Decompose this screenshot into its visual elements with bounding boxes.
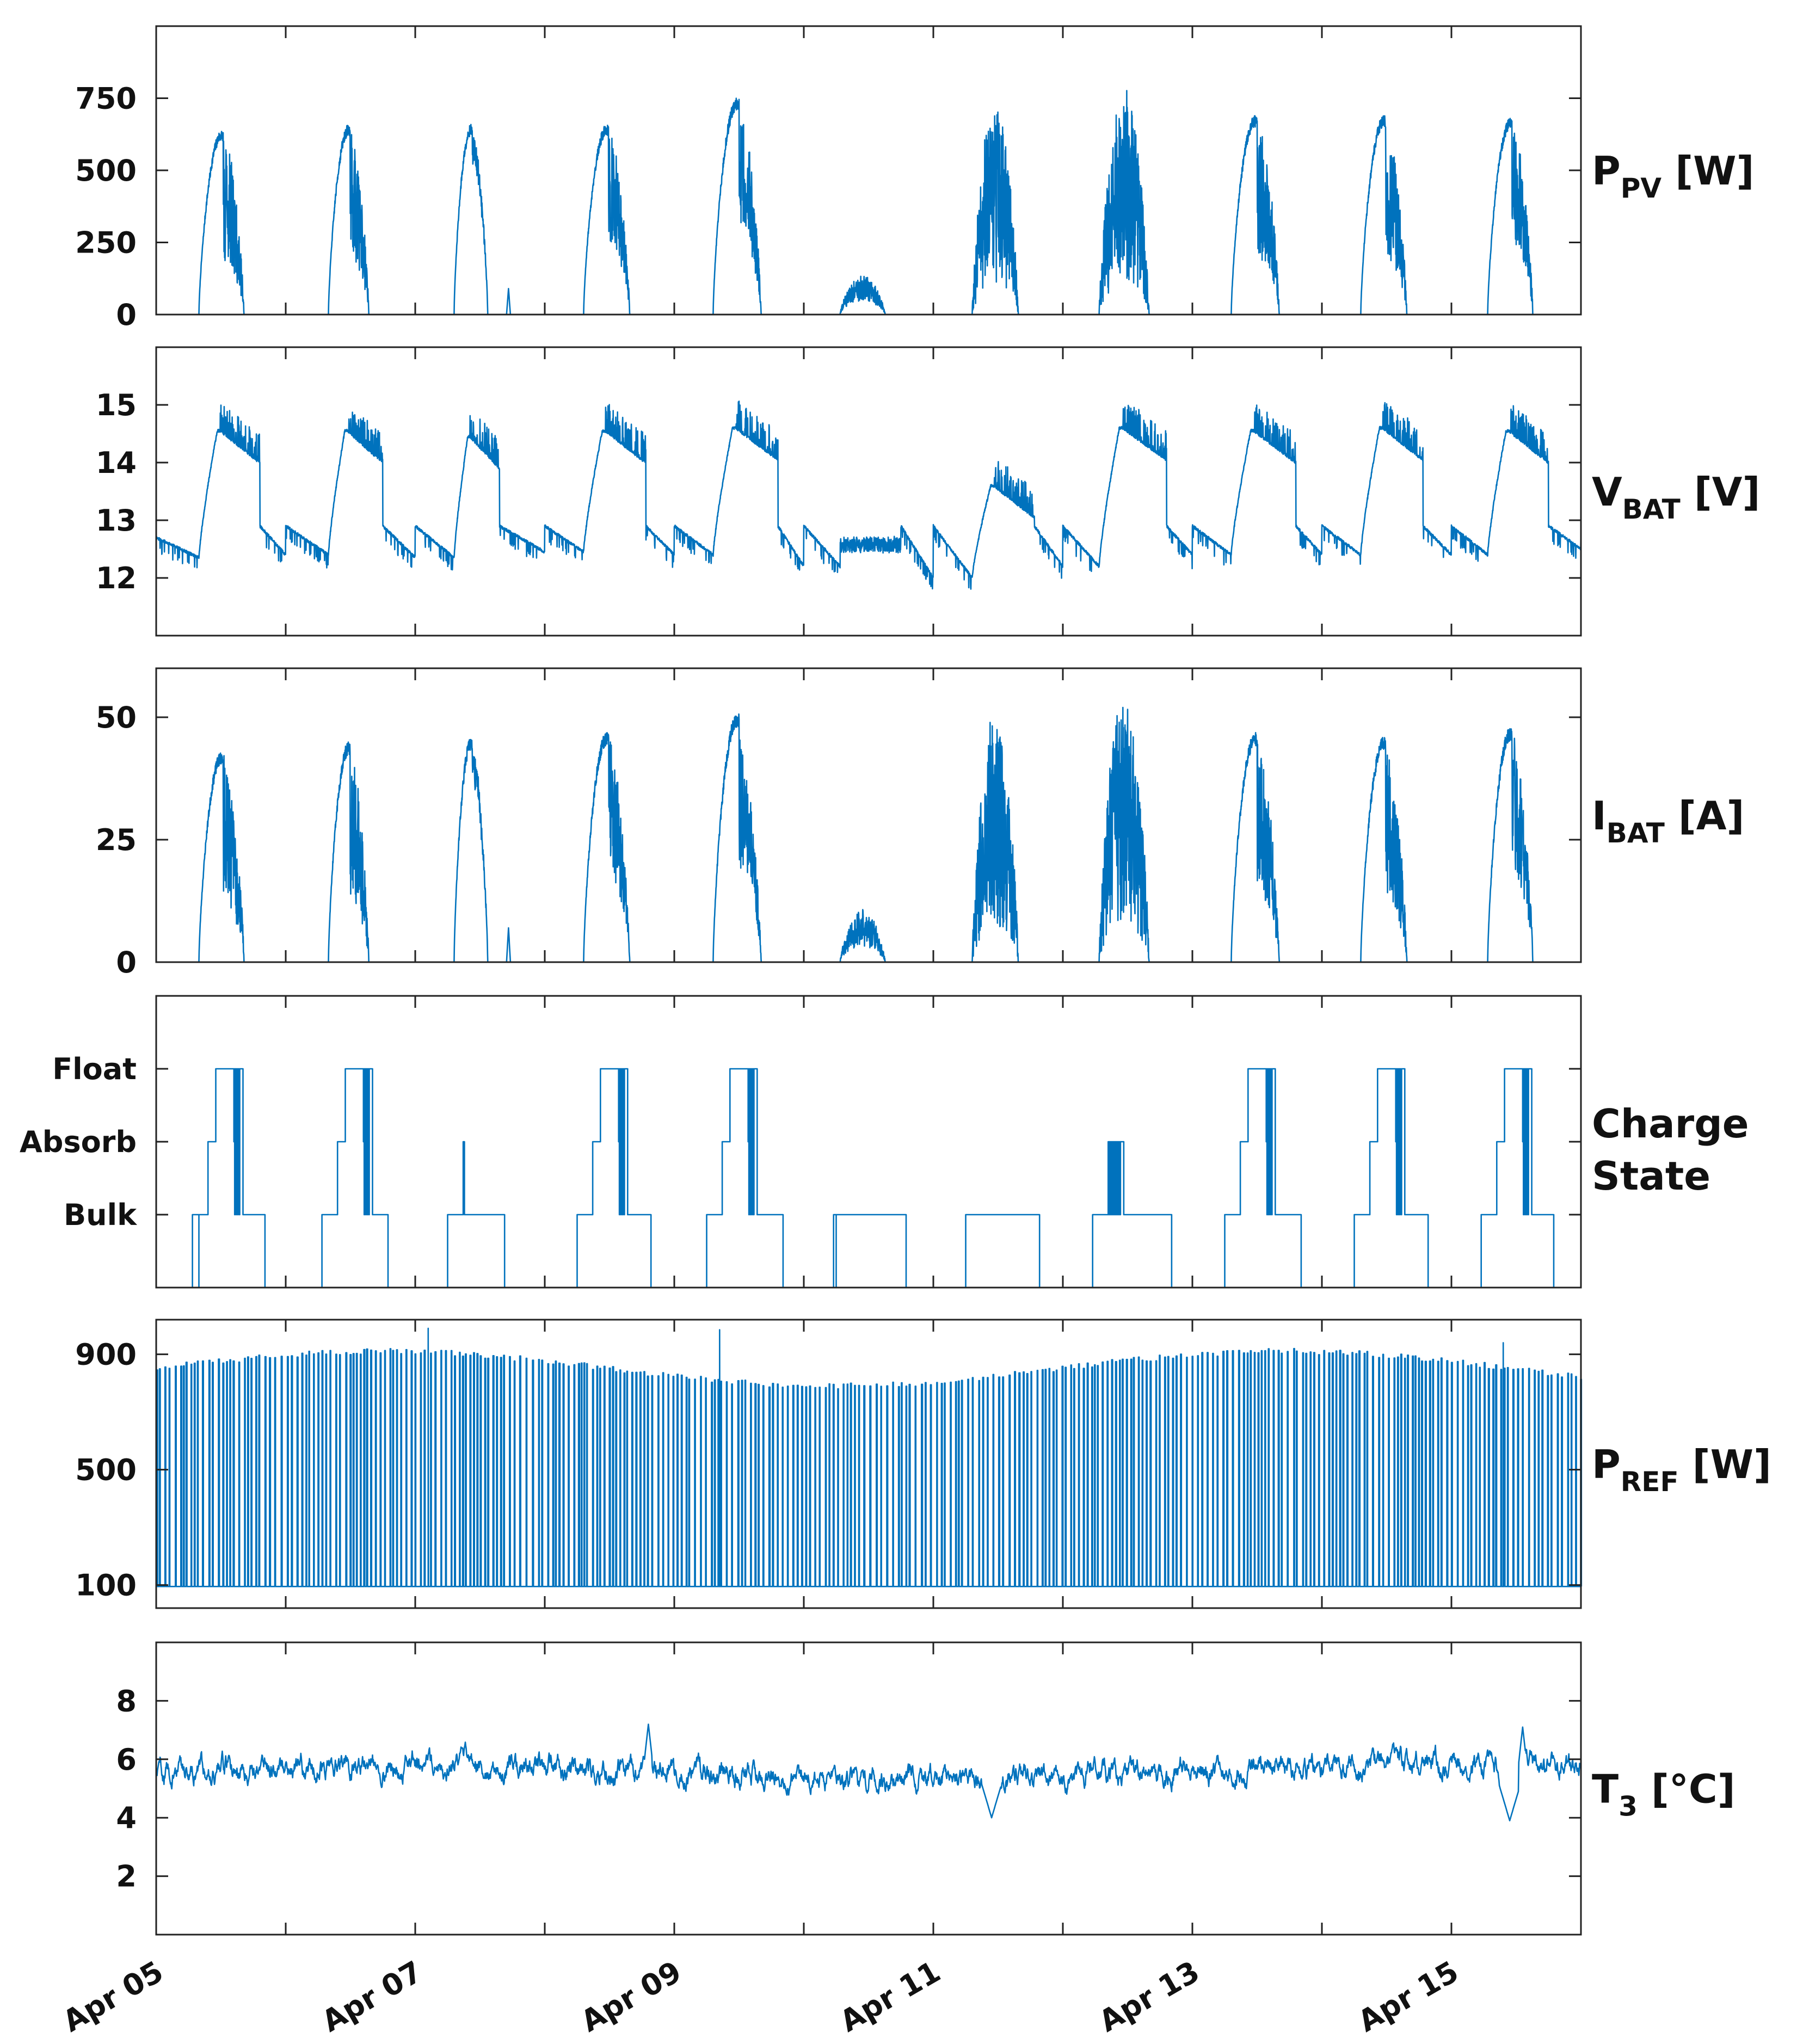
battery_current-label-subscript: BAT [1607, 817, 1665, 849]
battery_current-panel: 0 25 50 IBAT [A] [96, 667, 1744, 980]
reference_power-label-unit: [W] [1679, 1442, 1771, 1487]
pv_power-ytick-label: 250 [75, 226, 137, 260]
reference_power-label: PREF [W] [1592, 1442, 1771, 1498]
battery_voltage-series-line [155, 401, 1582, 590]
battery_current-label: IBAT [A] [1592, 793, 1744, 849]
temperature-series-line [155, 1723, 1582, 1821]
pv_power-panel: 0 250 500 750 PPV [W] [75, 25, 1754, 332]
reference_power-ytick-label: 500 [75, 1453, 137, 1487]
temperature-label-symbol: T [1592, 1766, 1618, 1812]
temperature-ytick-label: 6 [116, 1743, 137, 1777]
x-axis: Apr 05 Apr 07 Apr 09 Apr 11 Apr 13 Apr 15 [57, 1954, 1464, 2039]
battery_voltage-panel: 12 13 14 15 VBAT [V] [96, 346, 1760, 637]
pv_power-ytick-label: 750 [75, 82, 137, 116]
battery_voltage-label-symbol: V [1592, 469, 1622, 515]
xtick-label: Apr 07 [316, 1954, 428, 2039]
xtick-label: Apr 13 [1093, 1954, 1205, 2039]
temperature-ytick-label: 8 [116, 1684, 137, 1718]
battery_current-ytick-label: 25 [96, 823, 137, 857]
temperature-axes-frame [155, 1641, 1582, 1936]
reference_power-ytick-label: 100 [75, 1568, 137, 1603]
temperature-panel: 2 4 6 8 T3 [°C] [116, 1641, 1736, 1936]
battery_voltage-ytick-label: 14 [96, 446, 137, 480]
temperature-ytick-label: 4 [116, 1801, 137, 1835]
battery_current-label-unit: [A] [1665, 793, 1745, 839]
reference_power-axes-frame [155, 1319, 1582, 1609]
charge_state-ytick-label: Absorb [20, 1125, 137, 1159]
charge_state-ytick-label: Bulk [64, 1198, 137, 1232]
temperature-ytick-label: 2 [116, 1860, 137, 1894]
battery_voltage-label-unit: [V] [1681, 469, 1761, 515]
battery_voltage-ytick-label: 12 [96, 561, 137, 595]
pv_power-ytick-label: 500 [75, 153, 137, 188]
battery_voltage-ytick-label: 15 [96, 388, 137, 422]
reference_power-series-line [156, 1327, 1583, 1587]
charge_state-panel: Bulk Absorb Float Charge State [20, 995, 1749, 1289]
pv_power-label-subscript: PV [1621, 173, 1662, 204]
pv_power-series-line [156, 90, 1581, 316]
battery_current-series-line [156, 706, 1581, 963]
charge_state-series-line [156, 1068, 1581, 1289]
battery_voltage-label-subscript: BAT [1622, 494, 1681, 525]
xtick-label: Apr 05 [57, 1954, 169, 2039]
reference_power-label-subscript: REF [1621, 1466, 1679, 1498]
charge_state-label-line2: State [1592, 1153, 1710, 1199]
battery_current-axes-frame [155, 667, 1582, 963]
battery_voltage-label: VBAT [V] [1592, 469, 1760, 525]
temperature-label-unit: [°C] [1638, 1766, 1736, 1812]
battery_current-ytick-label: 0 [116, 945, 137, 980]
xtick-label: Apr 09 [575, 1954, 687, 2039]
battery_current-ytick-label: 50 [96, 700, 137, 735]
pv_power-axes-frame [155, 25, 1582, 316]
battery_current-label-symbol: I [1592, 793, 1607, 839]
pv_power-label-symbol: P [1592, 148, 1621, 194]
battery_voltage-ytick-label: 13 [96, 503, 137, 538]
pv_power-label-unit: [W] [1661, 148, 1754, 194]
battery_voltage-axes-frame [155, 346, 1582, 637]
reference_power-label-symbol: P [1592, 1442, 1621, 1487]
reference_power-ytick-label: 900 [75, 1338, 137, 1372]
reference_power-panel: 100 500 900 PREF [W] [75, 1319, 1771, 1609]
pv_power-ytick-label: 0 [116, 298, 137, 332]
temperature-label-subscript: 3 [1618, 1791, 1638, 1823]
charge_state-ytick-label: Float [52, 1052, 137, 1086]
charge_state-label: Charge [1592, 1101, 1749, 1147]
pv_power-label: PPV [W] [1592, 148, 1754, 204]
xtick-label: Apr 11 [834, 1954, 946, 2039]
temperature-label: T3 [°C] [1592, 1766, 1736, 1823]
xtick-label: Apr 15 [1352, 1954, 1464, 2039]
